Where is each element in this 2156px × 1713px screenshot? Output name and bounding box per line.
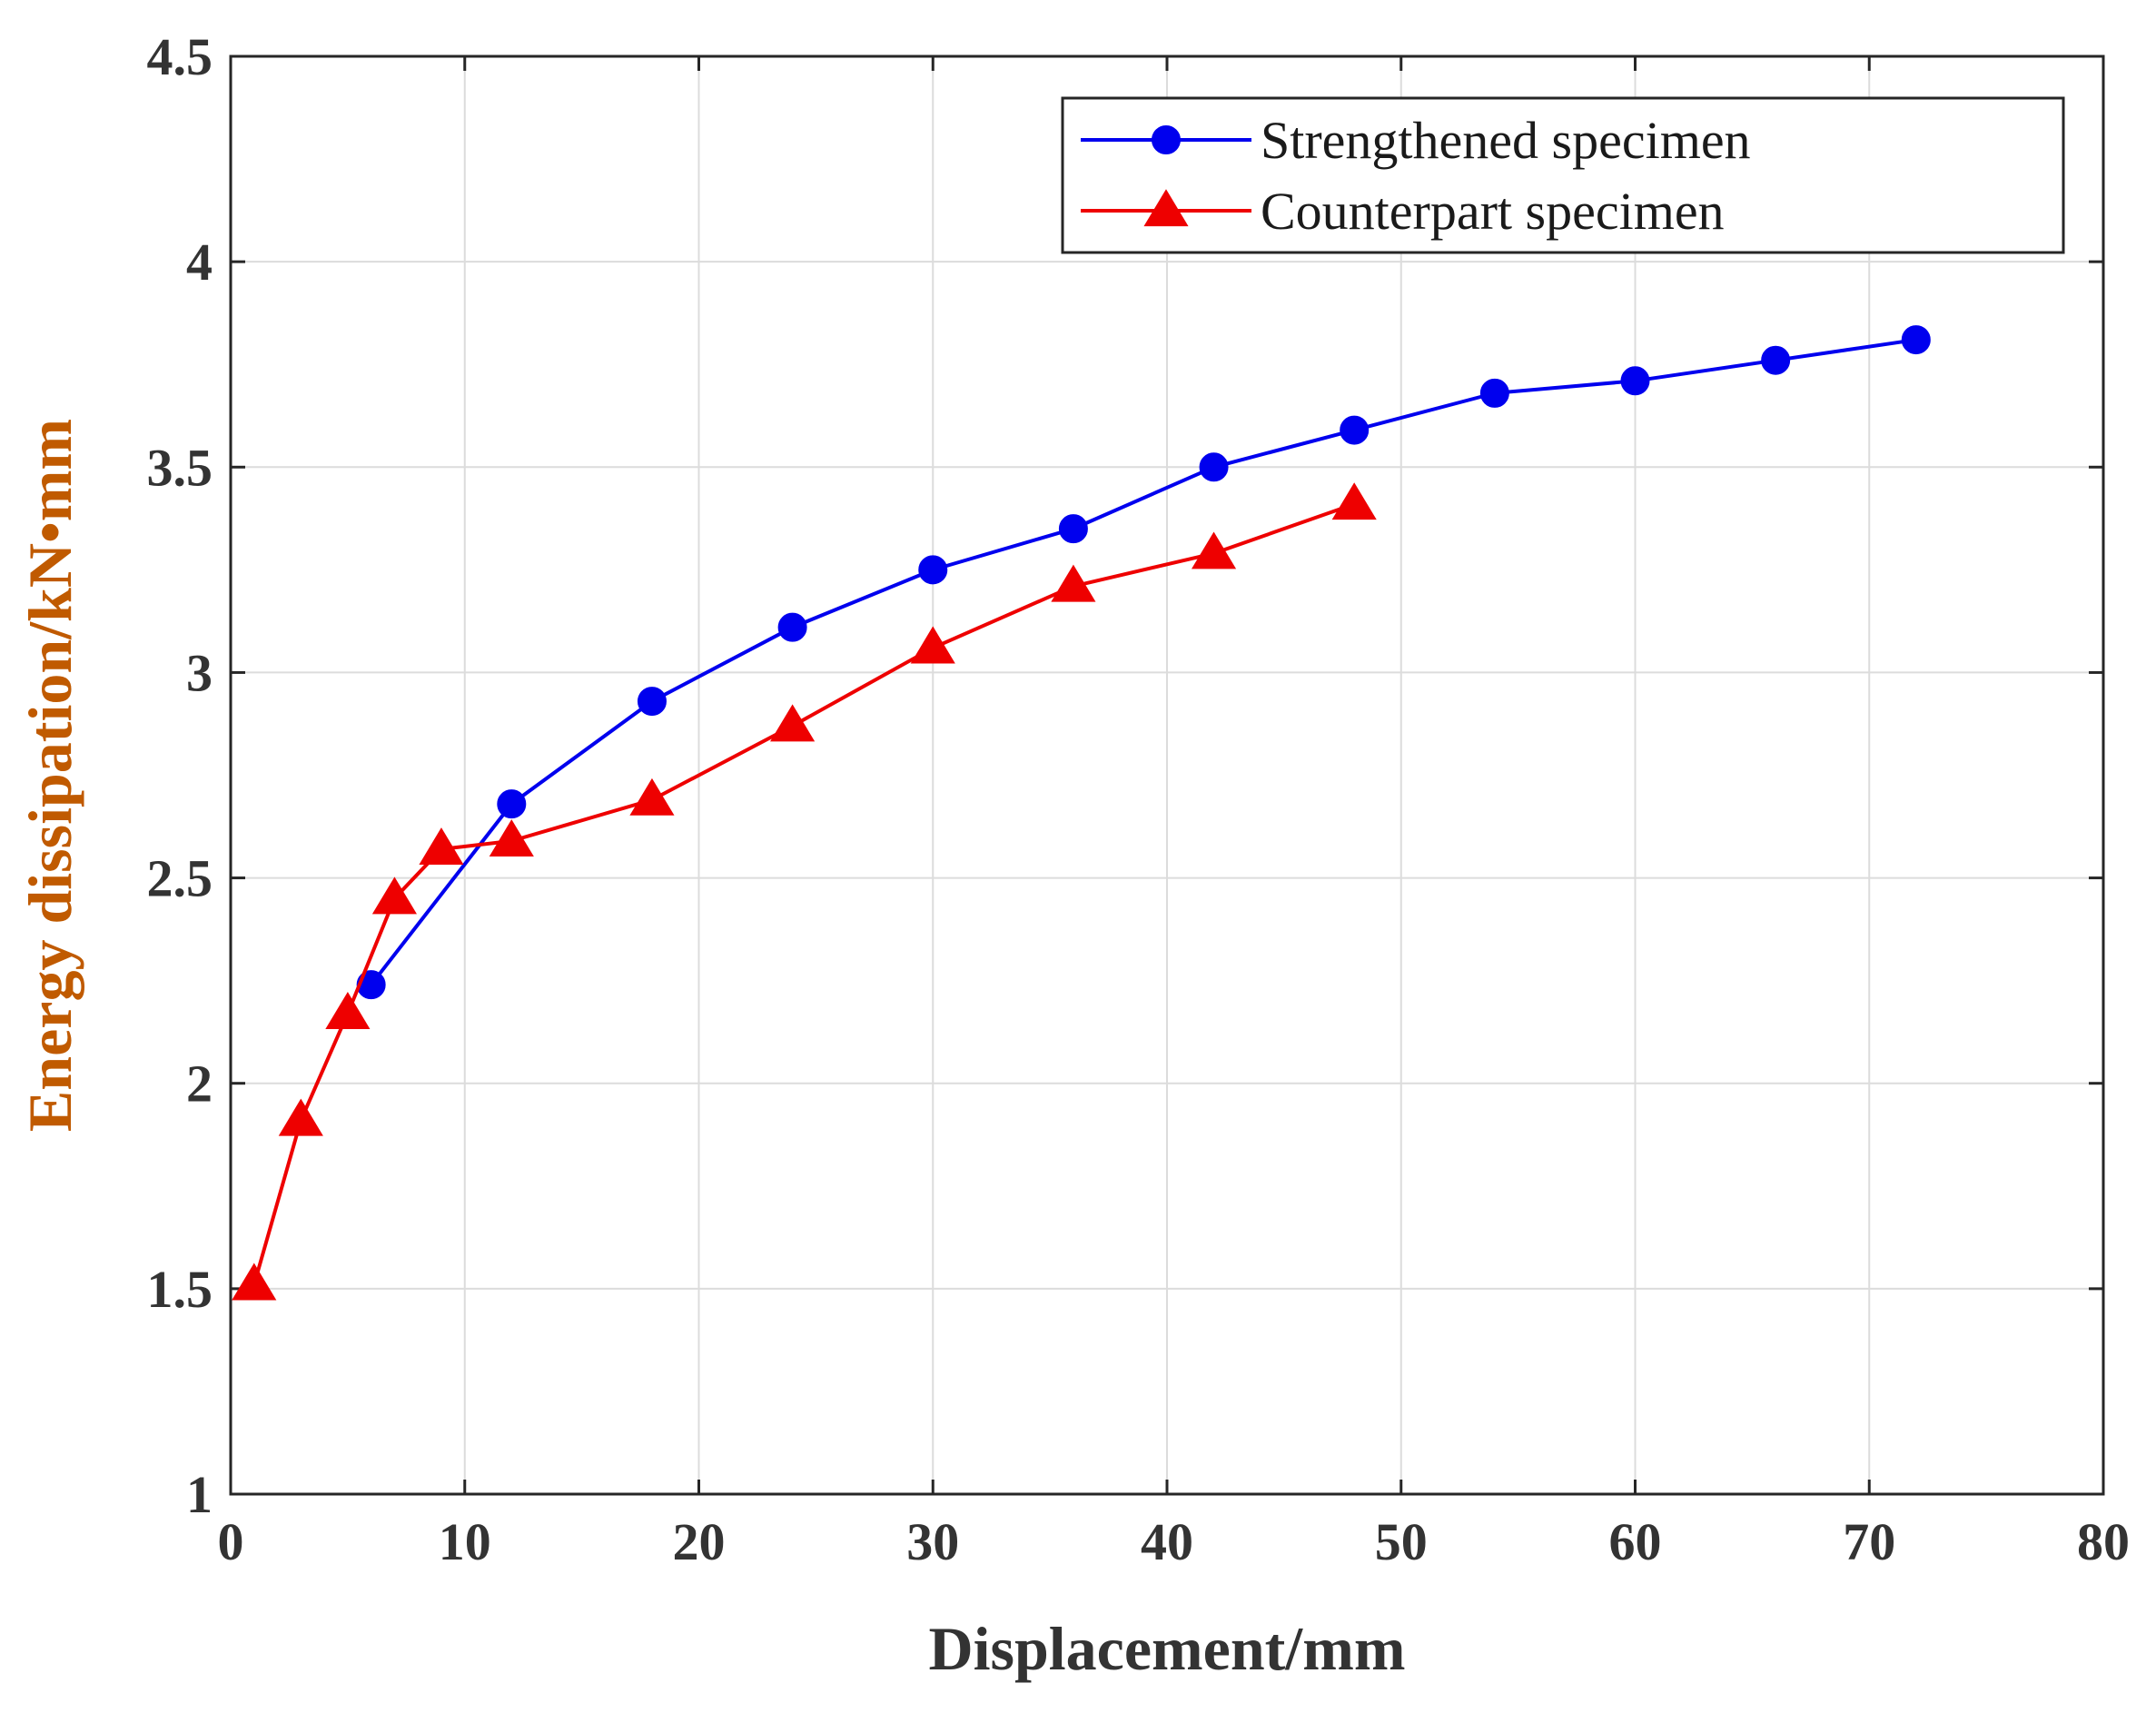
x-axis-title: Displacement/mm: [928, 1614, 1405, 1683]
series-line: [252, 502, 1355, 1285]
series-strengthened-specimen: [356, 325, 1931, 1000]
data-point-circle: [1479, 378, 1509, 408]
series-line: [370, 338, 1917, 986]
x-tick-label: 50: [1375, 1512, 1428, 1571]
data-point-circle: [1761, 345, 1791, 375]
x-tick-label: 60: [1609, 1512, 1662, 1571]
data-point-circle: [1340, 415, 1370, 445]
y-tick-label: 2: [186, 1055, 213, 1114]
data-point-circle: [777, 612, 807, 642]
y-tick-label: 1: [186, 1465, 213, 1524]
series-counterpart-specimen: [232, 482, 1377, 1301]
legend-entries: Strengthened specimen Counterpart specime…: [1081, 111, 1751, 241]
legend-entry: Counterpart specimen: [1081, 182, 1725, 241]
y-tick-label: 3: [186, 643, 213, 702]
data-point-circle: [1901, 325, 1931, 355]
legend-label: Counterpart specimen: [1261, 182, 1725, 241]
data-point-triangle: [1051, 564, 1096, 602]
y-tick-label: 4: [186, 233, 213, 292]
y-tick-label: 1.5: [147, 1260, 213, 1319]
x-tick-label: 70: [1843, 1512, 1895, 1571]
data-point-circle: [1199, 452, 1229, 482]
data-point-circle: [918, 555, 948, 585]
legend-marker-triangle: [1143, 189, 1189, 227]
data-point-circle: [1620, 366, 1650, 396]
data-point-triangle: [232, 1262, 277, 1301]
data-point-triangle: [1191, 531, 1237, 569]
data-point-triangle: [325, 992, 371, 1029]
data-point-triangle: [419, 827, 464, 866]
legend-entry: Strengthened specimen: [1081, 111, 1751, 170]
data-point-circle: [637, 687, 667, 717]
legend: Strengthened specimen Counterpart specime…: [1061, 96, 2065, 254]
data-point-triangle: [489, 819, 534, 857]
legend-marker-circle: [1152, 125, 1181, 154]
axis-ticks: 0 10 20 30 40 50 60 70 80 1 1.5 2 2.5 3 3.5 4 4.5: [147, 27, 2131, 1571]
y-tick-label: 4.5: [147, 27, 213, 86]
data-point-circle: [1058, 514, 1088, 544]
y-axis-title: Energy dissipation/kN•mm: [15, 419, 84, 1132]
y-tick-label: 2.5: [147, 849, 213, 908]
x-tick-label: 20: [673, 1512, 726, 1571]
legend-box: [1061, 96, 2065, 254]
data-point-triangle: [371, 876, 417, 915]
x-tick-label: 0: [218, 1512, 244, 1571]
data-point-triangle: [1331, 482, 1377, 520]
data-point-triangle: [278, 1098, 323, 1136]
x-tick-label: 80: [2077, 1512, 2130, 1571]
series: [232, 325, 1931, 1301]
data-point-triangle: [910, 626, 955, 664]
data-point-triangle: [770, 704, 816, 742]
y-tick-label: 3.5: [147, 438, 213, 497]
data-point-triangle: [629, 777, 675, 816]
x-tick-label: 10: [439, 1512, 491, 1571]
legend-label: Strengthened specimen: [1261, 111, 1751, 170]
x-tick-label: 40: [1141, 1512, 1193, 1571]
x-tick-label: 30: [906, 1512, 959, 1571]
data-point-circle: [497, 789, 527, 819]
